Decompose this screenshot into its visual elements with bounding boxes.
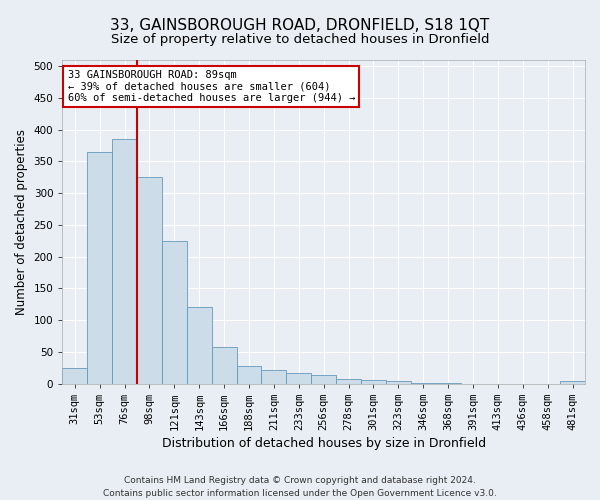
Bar [87, 152, 112, 384]
Bar [436, 383, 461, 384]
Bar [311, 374, 336, 384]
Bar [112, 140, 137, 384]
Bar [137, 178, 162, 384]
X-axis label: Distribution of detached houses by size in Dronfield: Distribution of detached houses by size … [161, 437, 486, 450]
Bar [386, 381, 411, 384]
Text: Contains HM Land Registry data © Crown copyright and database right 2024.
Contai: Contains HM Land Registry data © Crown c… [103, 476, 497, 498]
Bar [361, 380, 386, 384]
Y-axis label: Number of detached properties: Number of detached properties [15, 129, 28, 315]
Bar [286, 372, 311, 384]
Bar [411, 383, 436, 384]
Bar [187, 308, 212, 384]
Bar [162, 241, 187, 384]
Text: 33 GAINSBOROUGH ROAD: 89sqm
← 39% of detached houses are smaller (604)
60% of se: 33 GAINSBOROUGH ROAD: 89sqm ← 39% of det… [68, 70, 355, 103]
Bar [262, 370, 286, 384]
Bar [212, 346, 236, 384]
Bar [560, 381, 585, 384]
Bar [236, 366, 262, 384]
Bar [336, 379, 361, 384]
Text: Size of property relative to detached houses in Dronfield: Size of property relative to detached ho… [111, 32, 489, 46]
Text: 33, GAINSBOROUGH ROAD, DRONFIELD, S18 1QT: 33, GAINSBOROUGH ROAD, DRONFIELD, S18 1Q… [110, 18, 490, 32]
Bar [62, 368, 87, 384]
